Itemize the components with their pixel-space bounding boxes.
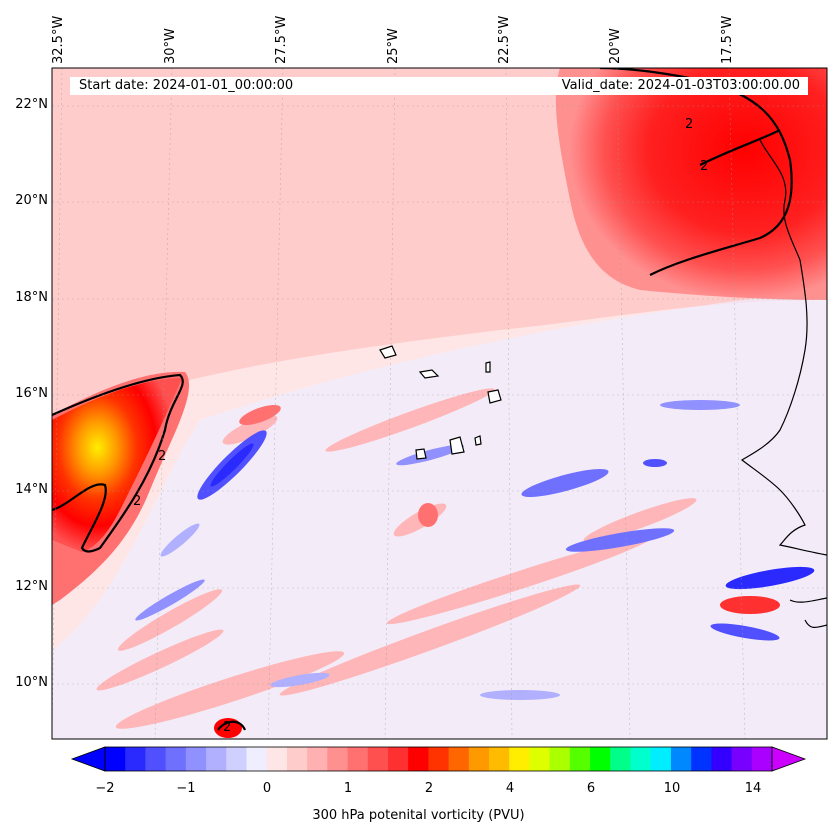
map-frame <box>51 67 828 740</box>
date-banner: Start date: 2024-01-01_00:00:00 Valid_da… <box>70 77 808 95</box>
contour-label-south: 2 <box>223 720 231 735</box>
red-spots <box>214 405 780 738</box>
colorbar-swatch <box>327 747 349 771</box>
lat-label-22n: 22°N <box>15 97 48 112</box>
coastline <box>740 139 827 628</box>
colorbar-swatch <box>165 747 187 771</box>
cape-verde-islands <box>379 345 502 460</box>
colorbar-swatch <box>105 747 126 771</box>
colorbar-swatch <box>509 747 530 771</box>
colorbar-swatch <box>387 747 409 771</box>
colorbar-swatch <box>489 747 510 771</box>
colorbar-swatch <box>266 747 288 771</box>
colorbar-swatch <box>751 747 773 771</box>
lat-label-10n: 10°N <box>15 675 48 690</box>
contour-label-west: 2 <box>158 449 166 464</box>
colorbar-swatch <box>206 747 227 771</box>
colorbar-swatch <box>448 747 470 771</box>
colorbar-swatch <box>670 747 692 771</box>
colorbar-under-arrow <box>70 746 106 772</box>
colorbar-swatch <box>145 747 167 771</box>
lat-label-12n: 12°N <box>15 579 48 594</box>
colorbar-frame <box>104 746 773 772</box>
colorbar-tick-label: 14 <box>744 781 762 796</box>
colorbar-swatch <box>610 747 632 771</box>
west-tongue-inner <box>52 378 182 552</box>
colorbar-swatch <box>630 747 652 771</box>
colorbar-swatch <box>307 747 328 771</box>
colorbar-tick-label: 4 <box>505 781 515 796</box>
lat-label-18n: 18°N <box>15 290 48 305</box>
valid-date: Valid_date: 2024-01-03T03:00:00.00 <box>561 78 800 93</box>
colorbar-swatch <box>468 747 490 771</box>
colorbar-swatch <box>711 747 733 771</box>
lat-label-16n: 16°N <box>15 386 48 401</box>
colorbar-swatch <box>125 747 146 771</box>
colorbar-swatch <box>347 747 369 771</box>
blue-streaks <box>135 400 815 700</box>
colorbar-swatch <box>691 747 712 771</box>
colorbar-swatch <box>246 747 268 771</box>
colorbar-tick-label: 2 <box>424 781 434 796</box>
graticule <box>52 68 827 739</box>
colorbar-tick-label: 1 <box>343 781 353 796</box>
lat-label-14n: 14°N <box>15 482 48 497</box>
colorbar-title: 300 hPa potenital vorticity (PVU) <box>312 808 525 823</box>
colorbar-swatch <box>286 747 308 771</box>
colorbar-swatch <box>590 747 611 771</box>
colorbar-tick-label: 0 <box>262 781 272 796</box>
colorbar-swatch <box>226 747 247 771</box>
colorbar-swatch <box>650 747 672 771</box>
lat-label-20n: 20°N <box>15 193 48 208</box>
ne-high-pv <box>555 68 827 300</box>
contour-label-ne: 2 <box>685 117 693 132</box>
colorbar-swatch <box>185 747 207 771</box>
colorbar-swatch <box>367 747 389 771</box>
pv2-contours <box>52 68 793 731</box>
colorbar-swatch <box>549 747 571 771</box>
colorbar-over-arrow <box>771 746 807 772</box>
colorbar-swatch <box>569 747 591 771</box>
contour-label-ne-2: 2 <box>700 159 708 174</box>
colorbar-swatch <box>428 747 450 771</box>
colorbar-swatch <box>731 747 753 771</box>
contour-label-west-2: 2 <box>133 494 141 509</box>
colorbar-tick-label: −1 <box>176 781 196 796</box>
colorbar <box>70 746 807 772</box>
start-date: Start date: 2024-01-01_00:00:00 <box>79 78 294 93</box>
colorbar-swatch <box>408 747 429 771</box>
colorbar-tick-label: 10 <box>663 781 681 796</box>
colorbar-tick-label: −2 <box>95 781 115 796</box>
colorbar-swatch <box>529 747 551 771</box>
colorbar-tick-label: 6 <box>586 781 596 796</box>
